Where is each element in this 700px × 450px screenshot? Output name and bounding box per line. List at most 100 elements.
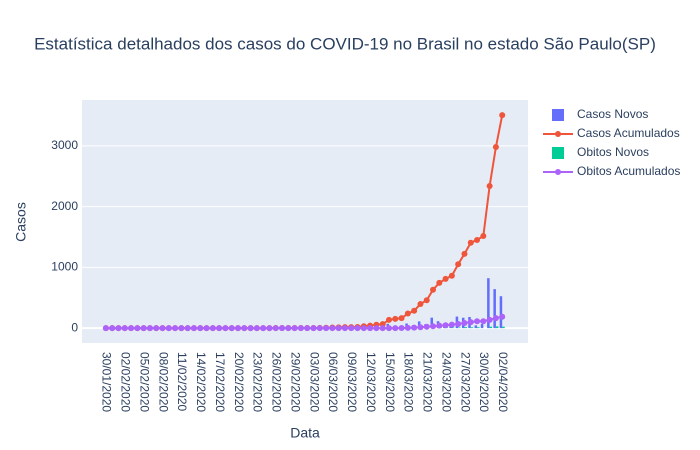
x-tick-label: 02/02/2020 — [119, 352, 133, 412]
line-marker — [474, 318, 481, 325]
x-tick-label: 09/03/2020 — [345, 352, 359, 412]
line-marker — [203, 325, 210, 332]
line-marker — [492, 144, 499, 151]
line-marker — [279, 325, 286, 332]
line-marker — [121, 325, 128, 332]
line-marker — [134, 325, 141, 332]
line-marker — [297, 325, 304, 332]
line-marker — [172, 325, 179, 332]
line-marker — [480, 232, 487, 239]
line-marker — [128, 325, 135, 332]
line-marker — [354, 325, 361, 332]
line-marker — [436, 279, 443, 286]
line-marker — [379, 325, 386, 332]
line-marker — [442, 322, 449, 329]
bar — [477, 327, 480, 329]
y-tick-label: 0 — [71, 320, 78, 334]
x-tick-label: 27/03/2020 — [458, 352, 472, 412]
line-marker — [348, 325, 355, 332]
bar — [493, 289, 496, 329]
bar — [451, 327, 455, 329]
line-marker — [461, 320, 468, 327]
line-marker — [492, 315, 499, 322]
legend-swatch — [552, 147, 564, 159]
line-marker — [102, 325, 109, 332]
line-marker — [442, 275, 449, 282]
x-tick-label: 24/03/2020 — [439, 352, 453, 412]
line-marker — [499, 112, 506, 119]
legend-swatch — [552, 109, 564, 121]
line-marker — [228, 325, 235, 332]
line-marker — [178, 325, 185, 332]
line-marker — [392, 325, 399, 332]
line-marker — [474, 236, 481, 243]
line-marker — [417, 324, 424, 331]
y-tick-label: 2000 — [51, 199, 78, 213]
line — [105, 315, 503, 330]
line-marker — [385, 325, 392, 332]
line-marker — [285, 325, 292, 332]
x-tick-label: 14/02/2020 — [194, 352, 208, 412]
line-marker — [235, 325, 242, 332]
line-marker — [373, 325, 380, 332]
bar — [470, 327, 474, 329]
x-tick-label: 05/02/2020 — [137, 352, 151, 412]
line-marker — [392, 315, 399, 322]
line-marker — [159, 325, 166, 332]
x-tick-label: 26/02/2020 — [270, 352, 284, 412]
x-tick-label: 23/02/2020 — [251, 352, 265, 412]
bar — [480, 324, 484, 329]
bar — [458, 327, 461, 329]
line-marker — [260, 325, 267, 332]
bar — [464, 327, 467, 329]
x-tick-label: 18/03/2020 — [402, 352, 416, 412]
line-marker — [448, 321, 455, 328]
line-marker — [436, 322, 443, 329]
line-marker — [398, 325, 405, 332]
line-marker — [140, 325, 147, 332]
line-marker — [209, 325, 216, 332]
line-marker — [241, 325, 248, 332]
x-tick-label: 08/02/2020 — [156, 352, 170, 412]
line-marker — [385, 316, 392, 323]
line-marker — [222, 325, 229, 332]
line-marker — [323, 325, 330, 332]
x-tick-label: 30/03/2020 — [477, 352, 491, 412]
legend-label: Casos Acumulados — [577, 126, 680, 140]
line-marker — [197, 325, 204, 332]
line-marker — [486, 183, 493, 190]
line-marker — [146, 325, 153, 332]
bar — [499, 296, 503, 329]
line-marker — [411, 324, 418, 331]
line-marker — [266, 325, 273, 332]
line-marker — [367, 325, 374, 332]
line-marker — [499, 313, 506, 320]
x-tick-label: 15/03/2020 — [383, 352, 397, 412]
line-marker — [216, 325, 223, 332]
line-marker — [190, 325, 197, 332]
line-marker — [184, 325, 191, 332]
legend-swatch — [555, 131, 561, 137]
legend-swatch — [555, 169, 561, 175]
line-marker — [165, 325, 172, 332]
line-marker — [467, 239, 474, 246]
legend-label: Obitos Novos — [577, 145, 649, 159]
bar — [487, 278, 490, 329]
line-marker — [304, 325, 311, 332]
line-marker — [247, 325, 254, 332]
plot-background — [82, 100, 528, 343]
x-tick-label: 02/04/2020 — [496, 352, 510, 412]
bar — [489, 326, 493, 329]
chart-title: Estatística detalhados dos casos do COVI… — [34, 34, 656, 53]
line-marker — [329, 325, 336, 332]
line-marker — [335, 325, 342, 332]
line-marker — [115, 325, 122, 332]
line-marker — [411, 307, 418, 314]
bar — [430, 317, 434, 329]
line-marker — [109, 325, 116, 332]
line-marker — [423, 297, 430, 304]
bar — [502, 326, 505, 329]
x-tick-label: 30/01/2020 — [100, 352, 114, 412]
line-marker — [430, 286, 437, 293]
